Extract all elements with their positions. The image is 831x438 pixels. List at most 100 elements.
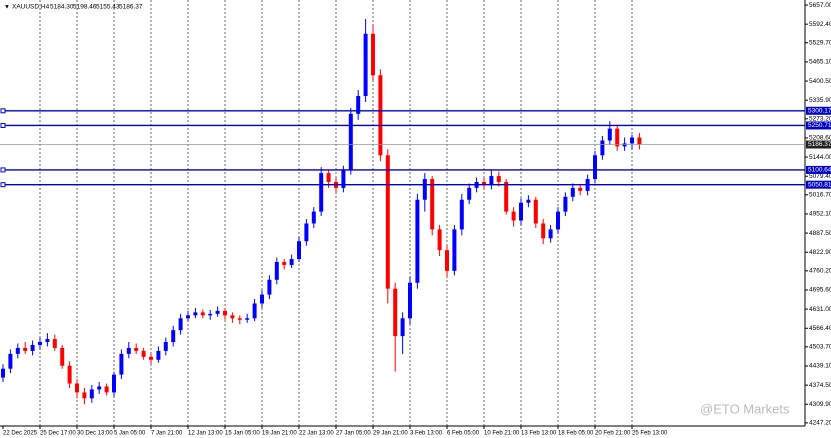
- candle-body: [356, 96, 361, 114]
- current-price-label: 5186.37: [808, 141, 831, 148]
- y-tick-label: 4695.60: [809, 287, 831, 294]
- candle-body: [452, 229, 457, 271]
- y-tick-label: 4439.10: [809, 363, 831, 370]
- level-handle: [0, 182, 6, 188]
- level-label: 5050.81: [808, 181, 831, 188]
- header-quote: 5198.46: [73, 4, 97, 11]
- candle-body: [237, 318, 242, 320]
- candle-body: [171, 330, 176, 343]
- candle-body: [422, 179, 427, 200]
- candle-body: [489, 176, 494, 185]
- y-tick-label: 4374.50: [809, 382, 831, 389]
- candle-body: [622, 143, 627, 147]
- candle-body: [289, 259, 294, 265]
- level-handle: [0, 122, 6, 128]
- candle-body: [548, 229, 553, 239]
- candle-body: [348, 113, 353, 171]
- menu-arrow[interactable]: ▼: [4, 5, 10, 11]
- level-handle: [0, 167, 6, 173]
- candle-body: [630, 137, 634, 144]
- candle-body: [267, 279, 272, 295]
- candle-body: [385, 155, 390, 289]
- y-tick-label: 4247.20: [809, 420, 831, 427]
- candle-body: [178, 318, 183, 331]
- x-tick-label: 12 Jan 13:00: [188, 431, 223, 437]
- candle-body: [341, 170, 346, 188]
- x-tick-label: 29 Jan 21:00: [373, 431, 408, 437]
- candle-body: [615, 128, 620, 147]
- x-tick-label: 25 Dec 17:00: [40, 431, 76, 437]
- candle-body: [467, 187, 472, 200]
- x-tick-label: 3 Feb 13:00: [410, 431, 443, 437]
- candle-body: [15, 347, 20, 354]
- header-quote: 5186.37: [119, 4, 143, 11]
- candle-body: [104, 386, 109, 393]
- candle-body: [378, 75, 383, 156]
- level-label: 5100.64: [808, 167, 831, 174]
- candle-body: [511, 211, 516, 221]
- candle-body: [89, 389, 94, 399]
- candle-body: [126, 347, 131, 354]
- candle-body: [223, 310, 227, 316]
- candle-body: [600, 140, 605, 156]
- level-label-box: [806, 180, 831, 189]
- candle-body: [607, 128, 612, 141]
- y-tick-label: 5400.50: [809, 78, 831, 85]
- candle-body: [526, 199, 531, 203]
- candle-body: [393, 288, 398, 337]
- y-tick-label: 5208.60: [809, 135, 831, 142]
- candle-body: [38, 342, 42, 345]
- x-tick-label: 27 Jan 05:00: [336, 431, 371, 437]
- y-tick-label: 5144.00: [809, 154, 831, 161]
- level-label: 5250.71: [808, 122, 831, 129]
- candle-body: [75, 383, 79, 393]
- y-tick-label: 4309.90: [809, 401, 831, 408]
- x-tick-label: 19 Jan 21:00: [262, 431, 297, 437]
- x-tick-label: 13 Feb 13:00: [521, 431, 557, 437]
- candle-body: [45, 339, 50, 343]
- candle-body: [496, 176, 501, 182]
- candle-body: [311, 211, 316, 224]
- level-label: 5300.17: [808, 108, 831, 115]
- candle-body: [541, 223, 546, 239]
- x-tick-label: 6 Feb 05:00: [447, 431, 480, 437]
- header-quote: 5184.30: [50, 4, 74, 11]
- candle-body: [533, 199, 538, 224]
- candle-body: [445, 250, 449, 271]
- candle-body: [578, 187, 583, 191]
- candle-body: [200, 312, 205, 316]
- candle-body: [119, 353, 124, 375]
- candle-body: [193, 312, 198, 316]
- candle-body: [556, 211, 560, 230]
- candle-body: [437, 229, 442, 251]
- candle-body: [570, 187, 575, 197]
- candle-body: [319, 173, 324, 212]
- candle-body: [593, 155, 597, 180]
- current-price-box: [806, 140, 831, 149]
- candle-body: [141, 350, 146, 357]
- x-tick-label: 18 Feb 05:00: [558, 431, 594, 437]
- y-tick-label: 5529.70: [809, 39, 831, 46]
- candle-body: [82, 392, 87, 399]
- candle-body: [149, 356, 153, 360]
- candle-body: [52, 339, 57, 348]
- level-label-box: [806, 165, 831, 174]
- candle-body: [282, 261, 287, 265]
- candle-body: [245, 318, 250, 320]
- candle-body: [163, 342, 168, 351]
- candle-body: [274, 261, 279, 280]
- symbol-title: XAUUSD,H4: [12, 4, 50, 11]
- candle-body: [23, 347, 28, 351]
- x-tick-label: 22 Jan 13:00: [299, 431, 334, 437]
- y-tick-label: 5273.20: [809, 116, 831, 123]
- x-tick-label: 15 Jan 05:00: [225, 431, 260, 437]
- candle-body: [297, 241, 301, 260]
- candle-body: [519, 202, 523, 221]
- candle-body: [482, 181, 486, 185]
- candle-body: [415, 199, 420, 283]
- candle-body: [230, 315, 235, 319]
- candle-body: [408, 282, 412, 319]
- candle-body: [156, 350, 161, 360]
- level-label-box: [806, 106, 831, 115]
- y-tick-label: 4503.70: [809, 344, 831, 351]
